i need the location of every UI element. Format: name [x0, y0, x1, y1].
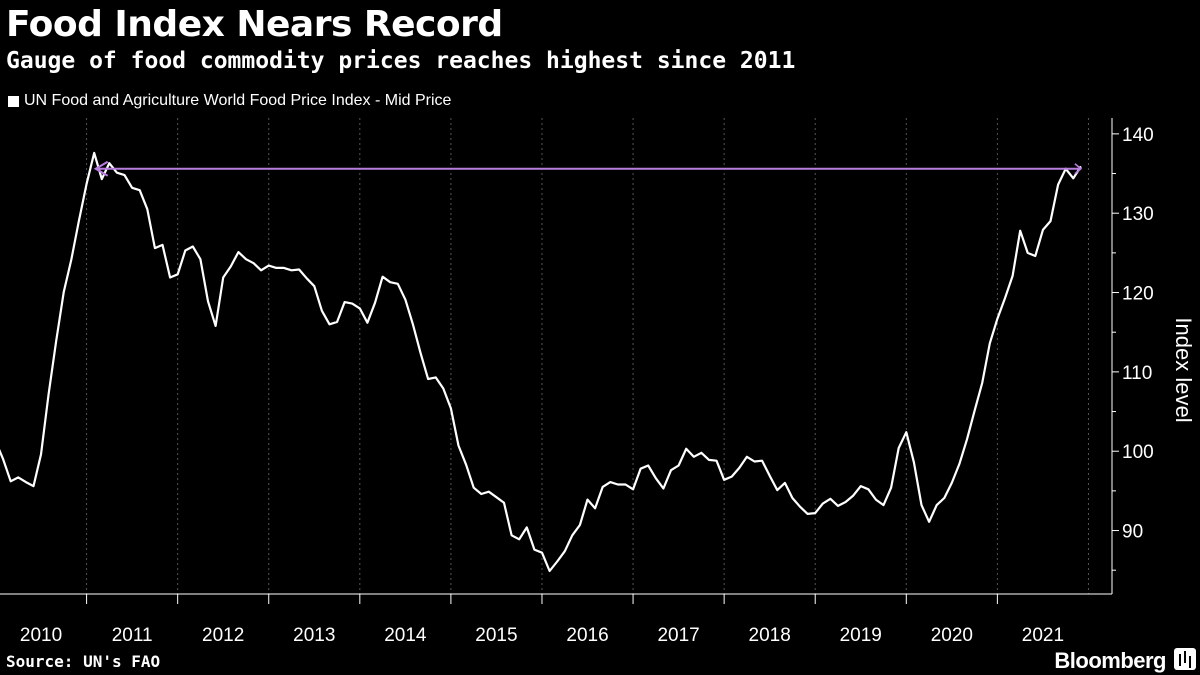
legend: UN Food and Agriculture World Food Price… [8, 92, 451, 110]
x-tick-label: 2010 [20, 625, 62, 646]
y-tick-label: 110 [1122, 363, 1152, 384]
x-tick-label: 2019 [840, 625, 882, 646]
chart-subtitle: Gauge of food commodity prices reaches h… [6, 48, 796, 74]
x-tick-label: 2015 [475, 625, 517, 646]
x-tick-label: 2018 [749, 625, 791, 646]
brand-logo: Bloomberg [1054, 648, 1166, 673]
series-line [0, 151, 1082, 573]
x-tick-label: 2020 [931, 625, 973, 646]
x-tick-label: 2014 [384, 625, 427, 646]
x-tick-label: 2012 [202, 625, 244, 646]
x-tick-label: 2013 [293, 625, 335, 646]
y-tick-label: 130 [1122, 204, 1154, 225]
x-tick-label: 2011 [112, 625, 153, 646]
legend-swatch [8, 95, 19, 107]
y-tick-label: 100 [1122, 442, 1154, 463]
x-tick-label: 2021 [1022, 625, 1064, 646]
y-axis-title: Index level [1171, 317, 1196, 422]
y-tick-label: 140 [1122, 125, 1154, 146]
y-tick-label: 120 [1122, 284, 1154, 305]
y-tick-label: 90 [1122, 522, 1143, 543]
legend-label: UN Food and Agriculture World Food Price… [24, 92, 452, 109]
record-arrow-tail [1074, 163, 1083, 175]
source-note: Source: UN's FAO [6, 652, 161, 671]
bloomberg-icon [1174, 648, 1196, 670]
x-tick-label: 2016 [566, 625, 608, 646]
chart-title: Food Index Nears Record [6, 4, 503, 45]
x-tick-label: 2017 [657, 625, 699, 646]
record-arrow-head [93, 160, 109, 177]
